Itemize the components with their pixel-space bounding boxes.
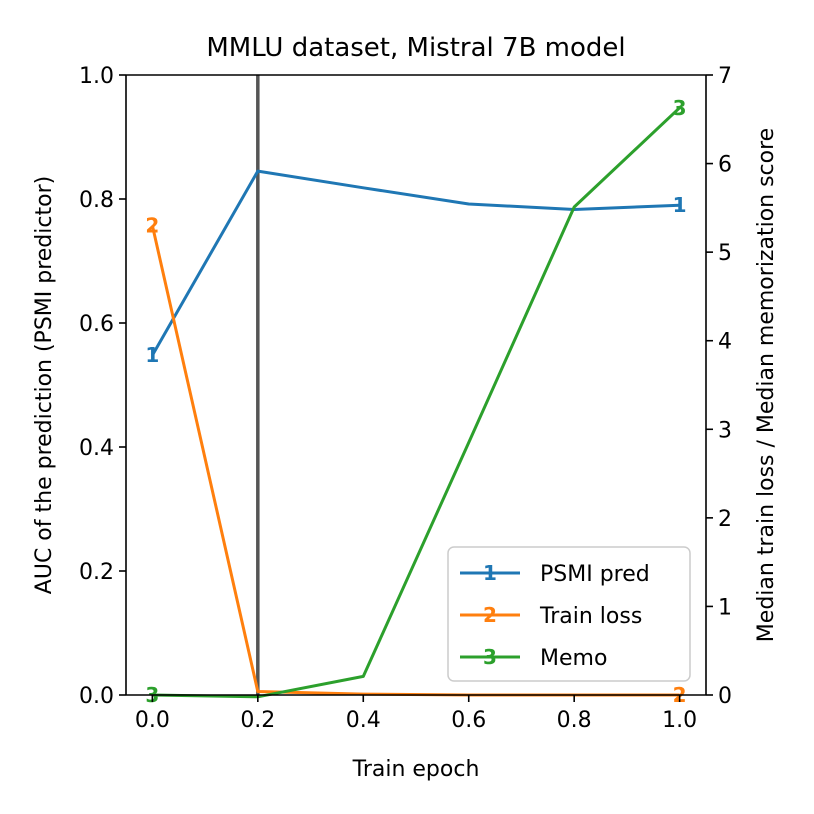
legend-label-2: Train loss: [539, 604, 642, 629]
legend-box: [447, 546, 691, 682]
y-right-tick-label: 0: [718, 684, 732, 709]
series-line-memo: [152, 106, 681, 699]
y-left-tick-label: 0.8: [79, 188, 114, 213]
y-right-tick-label: 3: [718, 418, 732, 443]
y-right-tick-label: 1: [718, 595, 732, 620]
y-left-tick-label: 0.2: [79, 560, 114, 585]
x-tick-label: 0.0: [135, 708, 170, 733]
x-tick-label: 0.8: [557, 708, 592, 733]
x-axis-label: Train epoch: [352, 757, 480, 782]
chart-title: MMLU dataset, Mistral 7B model: [206, 33, 625, 63]
y-left-axis-label: AUC of the prediction (PSMI predictor): [32, 176, 57, 594]
x-tick-label: 1.0: [662, 708, 697, 733]
y-right-tick-label: 5: [718, 241, 732, 266]
series-marker-1: 1: [673, 193, 687, 217]
series-marker-1: 1: [145, 343, 159, 367]
axes-layer: [125, 74, 707, 696]
legend-label-1: PSMI pred: [540, 562, 650, 587]
x-tick-label: 0.2: [240, 708, 275, 733]
y-left-tick-label: 0.6: [79, 312, 114, 337]
legend: 1 PSMI pred 2 Train loss 3 Memo: [447, 546, 691, 682]
y-left-tick-label: 1.0: [79, 64, 114, 89]
y-left-tick-label: 0.0: [79, 684, 114, 709]
y-right-tick-label: 7: [718, 64, 732, 89]
legend-marker-2: 2: [483, 603, 497, 627]
series-line-psmi-pred: [151, 169, 680, 356]
ticks-layer: 0.0 0.2 0.4 0.6 0.8 1.0 0.0 0.2 0.4 0.6 0.8 1.0 0 1 2 3…: [79, 64, 732, 733]
x-tick-label: 0.6: [451, 708, 486, 733]
y-right-tick-label: 2: [718, 507, 732, 532]
series-marker-3: 3: [673, 96, 687, 120]
y-right-tick-label: 6: [718, 153, 732, 178]
legend-label-3: Memo: [540, 646, 607, 671]
legend-marker-3: 3: [483, 645, 497, 669]
legend-marker-1: 1: [483, 561, 497, 585]
y-left-tick-label: 0.4: [79, 436, 114, 461]
y-right-axis-label: Median train loss / Median memorization …: [754, 128, 779, 642]
x-tick-label: 0.4: [346, 708, 381, 733]
y-right-tick-label: 4: [718, 330, 732, 355]
series-marker-2: 2: [145, 214, 159, 238]
